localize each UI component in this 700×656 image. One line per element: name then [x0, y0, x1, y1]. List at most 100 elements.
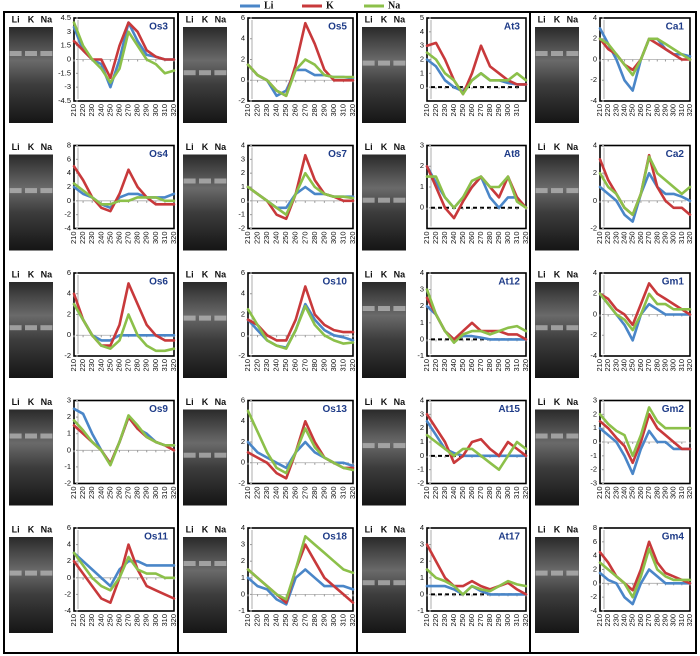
- gel-band: [214, 315, 227, 321]
- x-tick-label: 280: [485, 232, 494, 245]
- x-tick-label: 260: [114, 359, 123, 372]
- y-tick-label: 2: [67, 412, 71, 421]
- x-tick-label: 280: [652, 359, 661, 372]
- x-tick-label: 260: [291, 232, 300, 245]
- x-tick-label: 230: [440, 487, 449, 500]
- x-tick-label: 240: [96, 359, 105, 372]
- lane-label: Li: [186, 524, 194, 534]
- x-tick-label: 280: [133, 614, 142, 627]
- x-tick-label: 310: [512, 487, 521, 500]
- y-tick-label: 4: [241, 140, 245, 149]
- x-tick-label: 280: [310, 359, 319, 372]
- y-tick-label: 0: [241, 75, 245, 84]
- x-tick-label: 220: [603, 487, 612, 500]
- y-tick-label: 2: [420, 301, 424, 310]
- x-tick-label: 220: [603, 232, 612, 245]
- gel-band: [214, 452, 227, 458]
- x-tick-label: 260: [636, 614, 645, 627]
- data-line: [598, 292, 692, 332]
- legend-label: Na: [388, 0, 400, 11]
- x-tick-label: 240: [272, 487, 281, 500]
- x-tick-label: 290: [660, 232, 669, 245]
- x-tick-label: 230: [611, 359, 620, 372]
- x-tick-label: 230: [87, 104, 96, 117]
- lane-label: Li: [12, 269, 20, 279]
- x-tick-label: 240: [620, 487, 629, 500]
- x-tick-label: 310: [512, 359, 521, 372]
- y-tick-label: 6: [67, 268, 71, 277]
- data-line: [425, 51, 528, 96]
- y-tick-label: -1: [238, 210, 245, 219]
- lane-label: Li: [365, 269, 373, 279]
- lane-label: Na: [215, 14, 227, 24]
- x-tick-label: 240: [449, 614, 458, 627]
- x-tick-label: 250: [628, 614, 637, 627]
- x-tick-label: 300: [329, 104, 338, 117]
- chart-title: Os11: [144, 532, 168, 543]
- lane-label: Li: [186, 269, 194, 279]
- y-tick-label: 2: [420, 161, 424, 170]
- lane-label: Na: [394, 14, 406, 24]
- gel-band: [378, 197, 390, 203]
- y-tick-label: 0: [67, 54, 71, 63]
- x-tick-label: 210: [243, 614, 252, 627]
- y-tick-label: -4: [590, 606, 597, 615]
- x-tick-label: 270: [476, 104, 485, 117]
- gel-image: [9, 154, 53, 251]
- x-tick-label: 290: [660, 614, 669, 627]
- lane-label: Li: [365, 524, 373, 534]
- y-tick-label: -4: [64, 606, 71, 615]
- y-tick-label: 1: [593, 423, 597, 432]
- x-tick-label: 260: [291, 104, 300, 117]
- gel-band: [183, 70, 196, 76]
- gel-band: [199, 315, 211, 321]
- x-tick-label: 250: [281, 487, 290, 500]
- x-tick-label: 240: [620, 232, 629, 245]
- x-tick-label: 290: [142, 359, 151, 372]
- lane-label: Na: [41, 269, 53, 279]
- lane-label: Na: [394, 397, 406, 407]
- x-tick-label: 300: [669, 104, 678, 117]
- y-tick-label: 1: [420, 318, 424, 327]
- y-tick-label: -1: [417, 465, 424, 474]
- lane-label: Na: [41, 142, 53, 152]
- gel-band: [362, 443, 375, 449]
- lane-label: Li: [365, 142, 373, 152]
- gel-band: [183, 315, 196, 321]
- x-tick-label: 270: [300, 232, 309, 245]
- x-tick-label: 260: [467, 487, 476, 500]
- y-tick-label: 0: [67, 196, 71, 205]
- x-tick-label: 260: [291, 487, 300, 500]
- x-tick-label: 270: [644, 104, 653, 117]
- x-tick-label: 210: [422, 487, 431, 500]
- x-tick-label: 320: [521, 359, 530, 372]
- y-tick-label: 0: [420, 334, 424, 343]
- gel-band: [566, 188, 579, 194]
- x-tick-label: 310: [512, 614, 521, 627]
- lane-label: Na: [567, 14, 579, 24]
- data-line: [246, 304, 355, 350]
- y-tick-label: 0: [241, 330, 245, 339]
- x-tick-label: 300: [151, 232, 160, 245]
- lane-label: K: [554, 14, 561, 24]
- data-line: [598, 547, 692, 599]
- x-tick-label: 290: [494, 232, 503, 245]
- y-tick-label: 1: [420, 573, 424, 582]
- gel-band: [40, 188, 53, 194]
- gel-band: [378, 443, 390, 449]
- x-tick-label: 220: [431, 232, 440, 245]
- lane-label: Li: [365, 14, 373, 24]
- y-tick-label: 2: [67, 182, 71, 191]
- data-line: [598, 155, 692, 216]
- gel-band: [362, 197, 375, 203]
- x-tick-label: 230: [440, 359, 449, 372]
- y-tick-label: 3: [420, 140, 424, 149]
- x-tick-label: 270: [476, 614, 485, 627]
- gel-band: [25, 325, 37, 331]
- data-line: [246, 535, 355, 601]
- gel-band: [393, 443, 406, 449]
- x-tick-label: 230: [262, 487, 271, 500]
- y-tick-label: 1.5: [61, 41, 71, 50]
- lane-label: K: [28, 269, 35, 279]
- x-tick-label: 310: [512, 104, 521, 117]
